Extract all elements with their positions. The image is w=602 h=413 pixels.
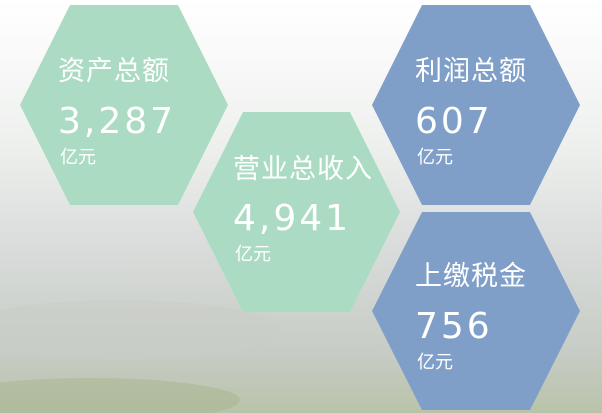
label: 资产总额 [58,56,170,87]
infographic: 资产总额 3,287 亿元 营业总收入 4,941 亿元 利润总额 607 亿元… [0,0,602,413]
unit: 亿元 [235,244,271,265]
value: 756 [415,306,493,347]
value: 607 [415,101,493,142]
value: 4,941 [233,198,351,239]
unit: 亿元 [417,147,453,168]
value: 3,287 [58,101,176,142]
unit: 亿元 [60,147,96,168]
label: 上缴税金 [415,261,527,292]
label: 利润总额 [415,56,527,87]
unit: 亿元 [417,352,453,373]
label: 营业总收入 [233,154,373,185]
